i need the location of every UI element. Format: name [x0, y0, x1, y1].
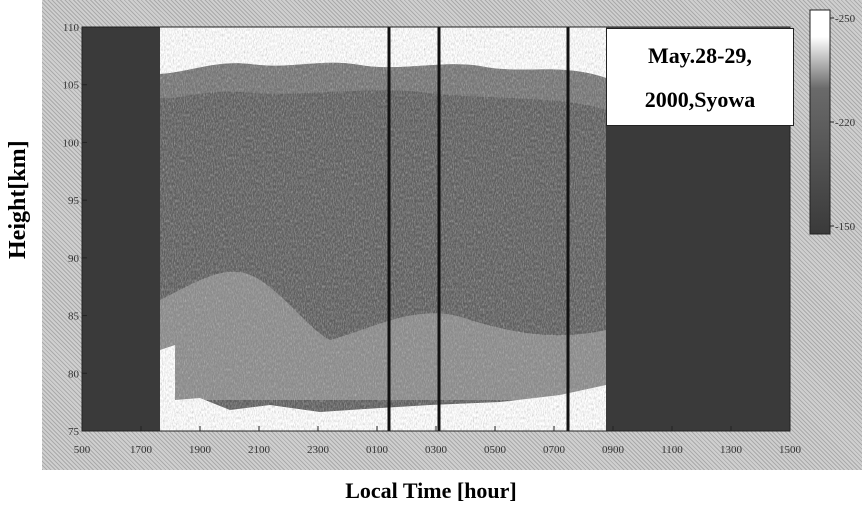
colorbar-tick-label: -250 [835, 13, 856, 25]
y-tick-label: 110 [63, 22, 80, 34]
y-tick-label: 100 [63, 137, 80, 149]
x-tick-label: 0700 [543, 444, 566, 456]
x-tick-label: 0500 [484, 444, 507, 456]
y-tick-label: 105 [63, 80, 80, 92]
x-tick-label: 2300 [307, 444, 330, 456]
x-tick-label: 2100 [248, 444, 271, 456]
colorbar-tick-label: -150 [835, 221, 856, 233]
heatmap-chart: 75 80 85 90 95 100 105 110 500 1700 1900 2100 2300 0… [63, 9, 856, 456]
x-tick-label: 1100 [661, 444, 683, 456]
heatmap-texture [160, 27, 606, 431]
x-tick-label: 0100 [366, 444, 389, 456]
x-axis-ticks: 500 1700 1900 2100 2300 0100 0300 0500 0700 0900 1… [74, 426, 802, 456]
chart-title-line-1: May.28-29, [648, 43, 752, 68]
x-tick-label: 1700 [130, 444, 153, 456]
y-axis-ticks: 75 80 85 90 95 100 105 110 [63, 22, 87, 438]
colorbar-ticks: -250 -220 -150 [830, 13, 856, 233]
y-tick-label: 85 [68, 311, 80, 323]
chart-title-line-2: 2000,Syowa [644, 87, 756, 112]
x-tick-label: 0900 [602, 444, 625, 456]
colorbar [809, 9, 831, 235]
y-tick-label: 80 [68, 368, 80, 380]
x-tick-label: 0300 [425, 444, 448, 456]
data-gap-right [606, 126, 790, 431]
data-gap-left [82, 27, 160, 431]
y-tick-label: 75 [68, 426, 80, 438]
chart-title-box: May.28-29, 2000,Syowa [606, 28, 794, 126]
colorbar-tick-label: -220 [835, 117, 856, 129]
y-tick-label: 95 [68, 195, 80, 207]
x-tick-label: 1900 [189, 444, 212, 456]
y-axis-label: Height[km] [5, 140, 31, 259]
x-tick-label: 1300 [720, 444, 743, 456]
y-tick-label: 90 [68, 253, 80, 265]
x-tick-label: 1500 [779, 444, 802, 456]
x-axis-label: Local Time [hour] [345, 478, 517, 503]
x-tick-label: 500 [74, 444, 91, 456]
